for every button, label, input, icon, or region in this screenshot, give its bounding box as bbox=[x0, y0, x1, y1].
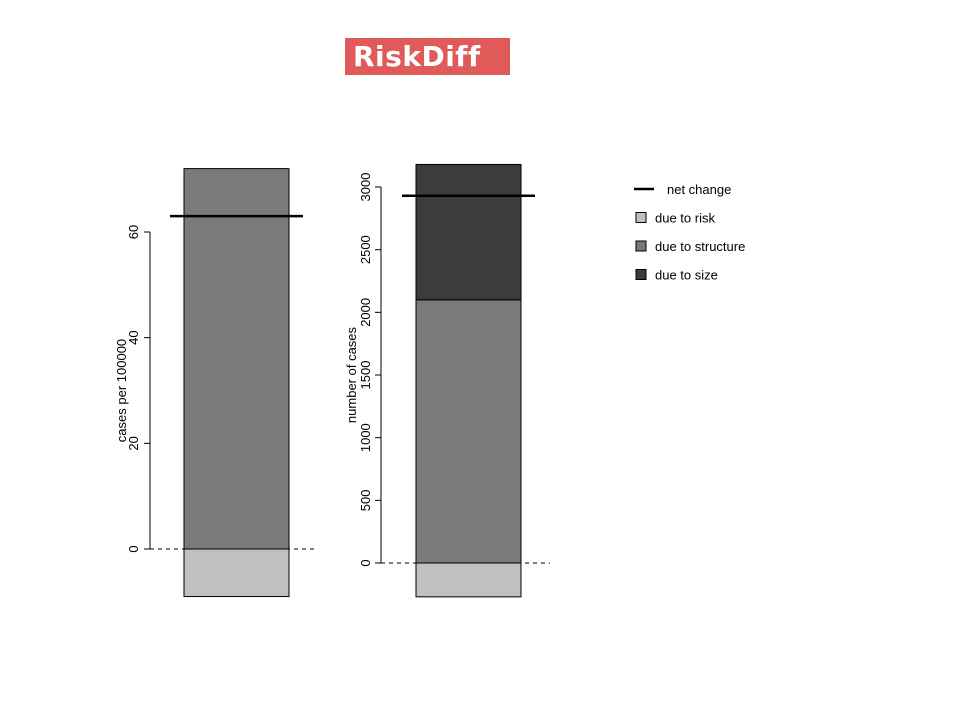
y-tick-label-1-3000: 3000 bbox=[358, 173, 373, 202]
legend-label-due-to-structure: due to structure bbox=[655, 239, 745, 254]
legend-swatch-due-to-structure bbox=[635, 240, 647, 252]
y-axis-title-1: number of cases bbox=[344, 326, 359, 423]
y-tick-label-0-60: 60 bbox=[126, 225, 141, 239]
y-tick-label-1-1000: 1000 bbox=[358, 423, 373, 452]
y-tick-label-1-1500: 1500 bbox=[358, 361, 373, 390]
legend-label-due-to-size: due to size bbox=[655, 268, 718, 283]
bar-segment-1-due-to-structure bbox=[415, 299, 522, 564]
y-axis-title-0: cases per 100000 bbox=[114, 339, 129, 442]
bar-segment-1-due-to-risk bbox=[415, 562, 522, 598]
y-tick-label-1-2500: 2500 bbox=[358, 235, 373, 264]
y-tick-label-1-500: 500 bbox=[358, 489, 373, 511]
y-tick-label-0-20: 20 bbox=[126, 436, 141, 450]
y-tick-label-0-40: 40 bbox=[126, 330, 141, 344]
legend-swatch-due-to-size bbox=[635, 269, 647, 280]
y-tick-label-0-0: 0 bbox=[126, 545, 141, 552]
bar-segment-0-due-to-structure bbox=[183, 168, 290, 550]
legend-label-net-change: net change bbox=[667, 182, 731, 197]
legend-label-due-to-risk: due to risk bbox=[655, 211, 715, 226]
riskdiff-logo: RiskDiff bbox=[345, 38, 510, 75]
y-tick-label-1-0: 0 bbox=[358, 559, 373, 566]
legend-swatch-due-to-risk bbox=[635, 212, 647, 223]
y-tick-label-1-2000: 2000 bbox=[358, 298, 373, 327]
bar-segment-0-due-to-risk bbox=[183, 548, 290, 598]
bar-segment-1-due-to-size bbox=[415, 163, 522, 301]
